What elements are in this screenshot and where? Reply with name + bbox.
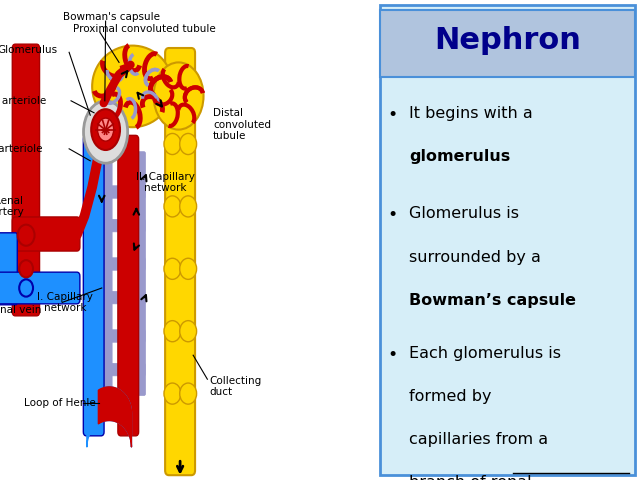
FancyBboxPatch shape	[0, 233, 17, 305]
Text: glomerulus: glomerulus	[409, 149, 510, 164]
FancyBboxPatch shape	[102, 291, 145, 304]
Text: Proximal convoluted tubule: Proximal convoluted tubule	[72, 24, 216, 34]
Text: formed by: formed by	[409, 389, 492, 404]
Circle shape	[164, 383, 181, 404]
FancyBboxPatch shape	[83, 135, 104, 436]
Ellipse shape	[154, 62, 204, 130]
FancyBboxPatch shape	[102, 258, 145, 270]
Ellipse shape	[84, 101, 128, 163]
Text: Bowman's capsule: Bowman's capsule	[63, 12, 160, 22]
Text: Glomerulus: Glomerulus	[0, 46, 58, 55]
Text: •: •	[388, 106, 398, 123]
Ellipse shape	[97, 118, 114, 141]
Circle shape	[19, 279, 33, 297]
FancyBboxPatch shape	[12, 217, 80, 251]
Text: Glomerulus is: Glomerulus is	[409, 206, 519, 221]
Text: Nephron: Nephron	[434, 26, 580, 55]
Circle shape	[180, 383, 196, 404]
Text: Loop of Henle: Loop of Henle	[24, 398, 95, 408]
Circle shape	[164, 133, 181, 155]
Circle shape	[19, 260, 33, 277]
FancyBboxPatch shape	[165, 48, 195, 475]
Text: Afferent arteriole: Afferent arteriole	[0, 144, 42, 154]
Text: Collecting
duct: Collecting duct	[209, 375, 262, 397]
FancyBboxPatch shape	[102, 186, 145, 198]
Text: •: •	[388, 206, 398, 225]
Text: Renal
artery: Renal artery	[0, 196, 24, 217]
Text: •: •	[388, 346, 398, 364]
Circle shape	[180, 196, 196, 217]
FancyBboxPatch shape	[101, 152, 112, 396]
FancyBboxPatch shape	[135, 152, 145, 396]
Text: Renal vein: Renal vein	[0, 305, 42, 314]
Circle shape	[164, 196, 181, 217]
Text: Efferent arteriole: Efferent arteriole	[0, 96, 46, 106]
Text: Bowman’s capsule: Bowman’s capsule	[409, 293, 576, 308]
FancyBboxPatch shape	[0, 272, 80, 304]
Circle shape	[164, 321, 181, 342]
FancyBboxPatch shape	[118, 135, 139, 436]
FancyBboxPatch shape	[102, 363, 145, 376]
FancyBboxPatch shape	[12, 44, 40, 316]
Text: Each glomerulus is: Each glomerulus is	[409, 346, 561, 360]
Text: I. Capillary
network: I. Capillary network	[37, 291, 93, 313]
FancyBboxPatch shape	[380, 5, 635, 475]
Text: capillaries from a: capillaries from a	[409, 432, 548, 447]
Circle shape	[164, 258, 181, 279]
Ellipse shape	[92, 46, 173, 127]
Text: surrounded by a: surrounded by a	[409, 250, 541, 264]
Text: Distal
convoluted
tubule: Distal convoluted tubule	[213, 108, 271, 142]
Text: II. Capillary
network: II. Capillary network	[136, 171, 195, 193]
Ellipse shape	[92, 109, 120, 150]
FancyBboxPatch shape	[102, 219, 145, 232]
Text: It begins with a: It begins with a	[409, 106, 538, 120]
Circle shape	[180, 258, 196, 279]
FancyBboxPatch shape	[102, 330, 145, 342]
Circle shape	[18, 225, 35, 246]
Circle shape	[180, 321, 196, 342]
Circle shape	[180, 133, 196, 155]
Text: branch of renal: branch of renal	[409, 475, 532, 480]
FancyBboxPatch shape	[380, 10, 635, 77]
